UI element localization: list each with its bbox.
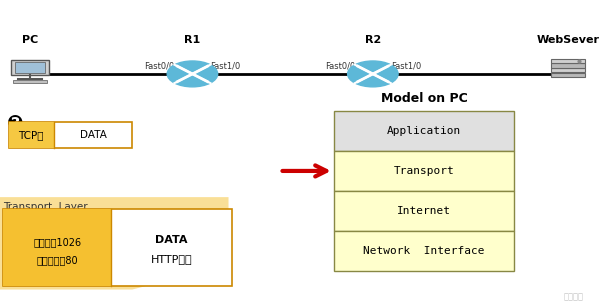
Text: HTTP荷載: HTTP荷載 <box>151 254 192 264</box>
FancyBboxPatch shape <box>3 209 231 286</box>
FancyBboxPatch shape <box>3 209 111 286</box>
Text: 目的端口號80: 目的端口號80 <box>36 255 78 265</box>
FancyBboxPatch shape <box>551 63 585 68</box>
Text: Fast1/0: Fast1/0 <box>391 62 421 71</box>
Text: Transport  Layer: Transport Layer <box>3 202 87 212</box>
FancyBboxPatch shape <box>334 151 514 191</box>
Text: DATA: DATA <box>80 130 107 140</box>
Text: Application: Application <box>387 126 461 136</box>
Text: TCP头: TCP头 <box>19 130 44 140</box>
Text: Fast0/0: Fast0/0 <box>325 62 355 71</box>
Text: WebSever: WebSever <box>537 35 600 45</box>
FancyBboxPatch shape <box>9 122 132 148</box>
Text: 源端口號1026: 源端口號1026 <box>33 237 81 247</box>
Text: Transport: Transport <box>393 166 455 176</box>
Text: R1: R1 <box>185 35 200 45</box>
Text: Model on PC: Model on PC <box>381 92 467 105</box>
Circle shape <box>167 61 218 87</box>
FancyBboxPatch shape <box>11 60 49 75</box>
FancyBboxPatch shape <box>15 62 45 73</box>
FancyBboxPatch shape <box>551 73 585 77</box>
Text: ❷: ❷ <box>7 114 23 133</box>
FancyBboxPatch shape <box>551 59 585 63</box>
FancyBboxPatch shape <box>334 231 514 271</box>
FancyBboxPatch shape <box>334 111 514 151</box>
Text: 創新互聯: 創新互聯 <box>563 293 583 302</box>
Text: PC: PC <box>22 35 38 45</box>
Text: R2: R2 <box>365 35 381 45</box>
FancyBboxPatch shape <box>9 122 54 148</box>
Circle shape <box>348 61 398 87</box>
Text: DATA: DATA <box>155 235 188 245</box>
Text: Fast1/0: Fast1/0 <box>211 62 240 71</box>
Polygon shape <box>0 197 228 290</box>
FancyBboxPatch shape <box>334 191 514 231</box>
FancyBboxPatch shape <box>13 80 47 83</box>
Text: Fast0/0: Fast0/0 <box>144 62 174 71</box>
Text: Internet: Internet <box>397 206 451 216</box>
FancyBboxPatch shape <box>551 68 585 72</box>
Text: Network  Interface: Network Interface <box>363 246 485 256</box>
